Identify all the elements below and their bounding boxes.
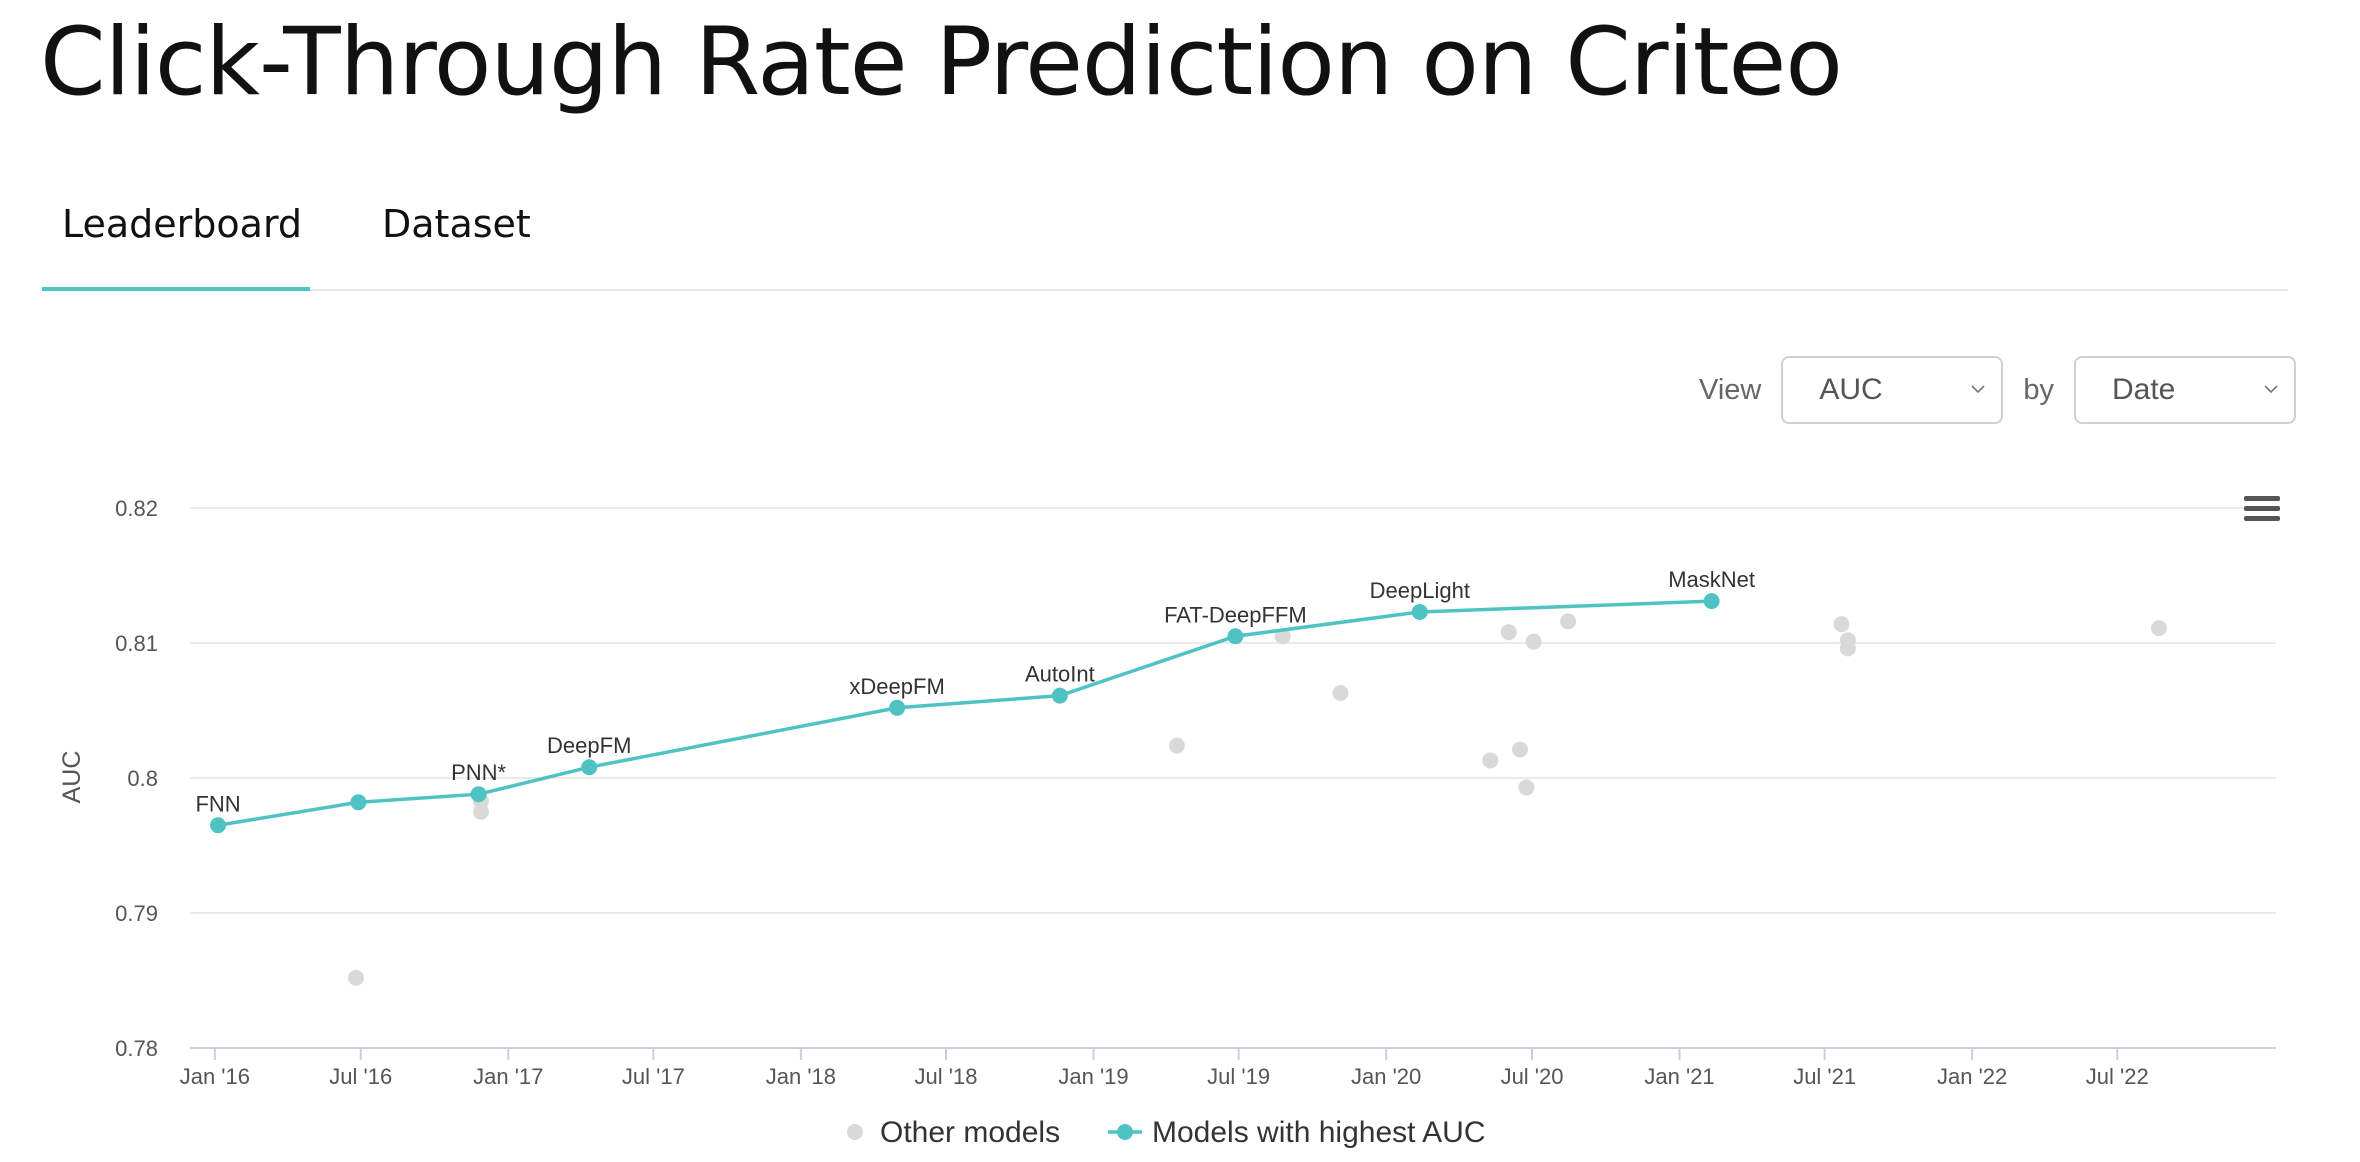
model-label: PNN* bbox=[451, 760, 506, 785]
other-model-point[interactable] bbox=[347, 969, 364, 986]
x-tick-label: Jul '22 bbox=[2086, 1064, 2149, 1089]
highest-auc-point[interactable] bbox=[889, 699, 906, 716]
x-tick-label: Jan '19 bbox=[1058, 1064, 1128, 1089]
y-axis-label: AUC bbox=[58, 751, 86, 804]
highest-auc-line bbox=[217, 599, 1712, 827]
highest-auc-series: FNN PNN* DeepFM xDeepFM AutoInt FAT-DeepFFM De… bbox=[195, 567, 1755, 834]
other-model-point[interactable] bbox=[1168, 737, 1185, 754]
auc-scatter-chart: 0.780.790.80.810.82 Jan '16 Jul '16 Jan '1… bbox=[58, 496, 2280, 1149]
x-tick-label: Jan '16 bbox=[180, 1064, 250, 1089]
y-tick-label: 0.79 bbox=[115, 901, 158, 926]
x-tick-label: Jan '21 bbox=[1644, 1064, 1714, 1089]
other-model-point[interactable] bbox=[1839, 640, 1856, 657]
by-label: by bbox=[2023, 373, 2054, 406]
chevron-down-icon bbox=[1971, 385, 1985, 394]
y-tick-label: 0.82 bbox=[115, 496, 158, 521]
chevron-down-icon bbox=[2264, 385, 2278, 394]
highest-auc-point[interactable] bbox=[470, 786, 487, 803]
highest-auc-point[interactable] bbox=[1227, 628, 1244, 645]
highest-auc-point[interactable] bbox=[581, 759, 598, 776]
x-tick-label: Jan '17 bbox=[473, 1064, 543, 1089]
x-tick-label: Jan '18 bbox=[766, 1064, 836, 1089]
other-model-point[interactable] bbox=[1518, 779, 1535, 796]
view-select-value: AUC bbox=[1819, 373, 1883, 406]
legend-other-marker bbox=[847, 1124, 863, 1140]
other-model-point[interactable] bbox=[1482, 752, 1499, 769]
x-tick-label: Jul '16 bbox=[329, 1064, 392, 1089]
highest-auc-point[interactable] bbox=[1703, 593, 1720, 610]
legend-other-label[interactable]: Other models bbox=[880, 1116, 1060, 1149]
highest-auc-point[interactable] bbox=[210, 817, 227, 834]
model-label: xDeepFM bbox=[849, 674, 944, 699]
hamburger-menu-icon[interactable] bbox=[2244, 496, 2280, 521]
other-model-point[interactable] bbox=[2150, 620, 2167, 637]
x-tick-label: Jul '21 bbox=[1793, 1064, 1856, 1089]
other-model-point[interactable] bbox=[1500, 624, 1517, 641]
model-label: AutoInt bbox=[1025, 662, 1095, 687]
x-tick-label: Jul '18 bbox=[915, 1064, 978, 1089]
by-select-value: Date bbox=[2112, 373, 2176, 406]
y-axis: 0.78 0.79 0.8 0.81 0.82 bbox=[115, 496, 158, 1061]
other-model-point[interactable] bbox=[1833, 616, 1850, 633]
x-tick-label: Jan '20 bbox=[1351, 1064, 1421, 1089]
model-label: FAT-DeepFFM bbox=[1164, 602, 1307, 627]
other-model-point[interactable] bbox=[1332, 684, 1349, 701]
highest-auc-point[interactable] bbox=[1411, 603, 1428, 620]
y-tick-label: 0.8 bbox=[127, 766, 158, 791]
tab-dataset[interactable]: Dataset bbox=[382, 202, 531, 246]
other-models-series bbox=[347, 613, 2167, 986]
other-model-point[interactable] bbox=[1512, 741, 1529, 758]
y-tick-label: 0.81 bbox=[115, 631, 158, 656]
tab-leaderboard[interactable]: Leaderboard bbox=[62, 202, 303, 246]
view-select[interactable]: AUC bbox=[1781, 356, 2004, 424]
x-tick-label: Jul '17 bbox=[622, 1064, 685, 1089]
grid bbox=[190, 507, 2276, 914]
model-label: DeepFM bbox=[547, 733, 631, 758]
chart-controls: View AUC by Date bbox=[1679, 355, 2296, 425]
x-tick-label: Jul '19 bbox=[1207, 1064, 1270, 1089]
page-title: Click-Through Rate Prediction on Criteo bbox=[40, 8, 1843, 117]
active-tab-indicator bbox=[42, 287, 310, 291]
legend-best-label[interactable]: Models with highest AUC bbox=[1152, 1116, 1486, 1149]
x-axis: Jan '16 Jul '16 Jan '17 Jul '17 Jan '18 Jul '… bbox=[180, 1047, 2276, 1089]
model-label: MaskNet bbox=[1668, 567, 1755, 592]
view-label: View bbox=[1699, 373, 1762, 406]
x-tick-label: Jul '20 bbox=[1501, 1064, 1564, 1089]
other-model-point[interactable] bbox=[1525, 633, 1542, 650]
by-select[interactable]: Date bbox=[2074, 356, 2296, 424]
y-tick-label: 0.78 bbox=[115, 1036, 158, 1061]
legend: Other models Models with highest AUC bbox=[847, 1116, 1486, 1149]
tab-bar: Leaderboard Dataset bbox=[42, 190, 2288, 291]
model-label: FNN bbox=[195, 791, 240, 816]
other-model-point[interactable] bbox=[1560, 613, 1577, 630]
legend-best-marker bbox=[1117, 1124, 1133, 1140]
x-tick-label: Jan '22 bbox=[1937, 1064, 2007, 1089]
highest-auc-point[interactable] bbox=[350, 794, 367, 811]
highest-auc-point[interactable] bbox=[1051, 687, 1068, 704]
model-label: DeepLight bbox=[1370, 578, 1470, 603]
